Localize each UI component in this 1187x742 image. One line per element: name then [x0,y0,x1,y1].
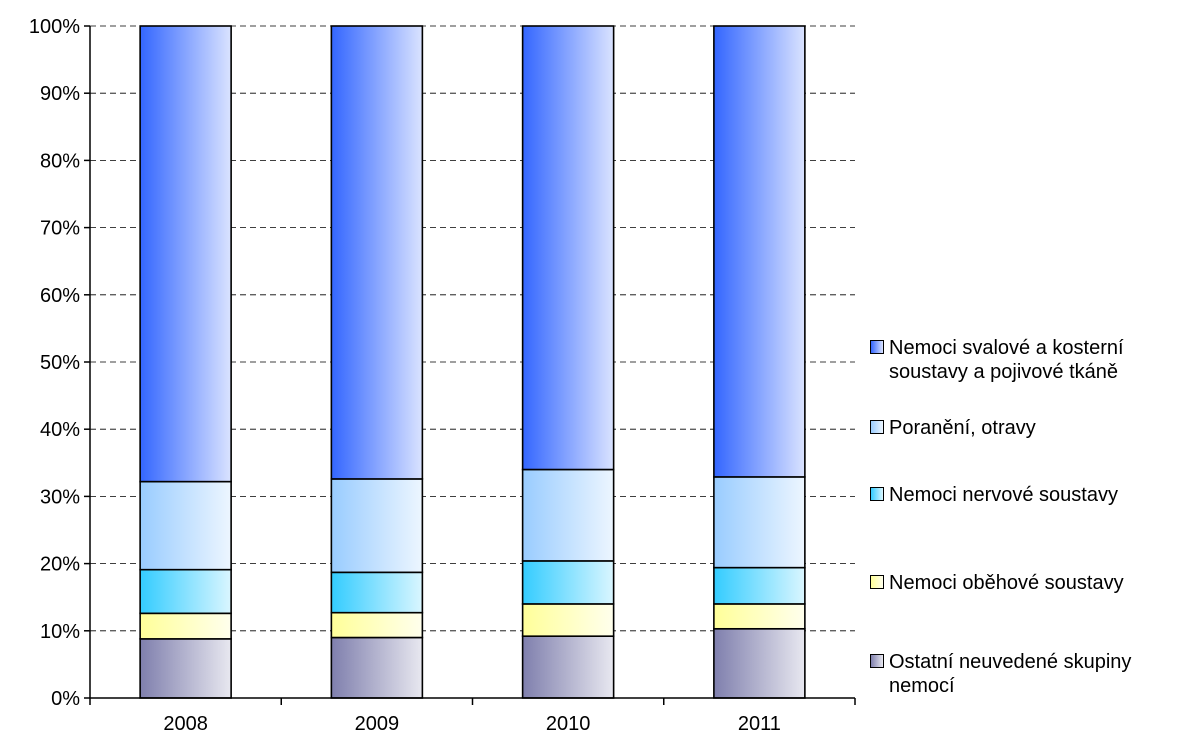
bar-segment [521,468,615,562]
legend-item-circulatory: Nemoci oběhové soustavy [870,571,1124,595]
legend-label: Nemoci nervové soustavy [889,484,1118,506]
x-tick-labels: 2008 2009 2010 2011 [89,698,856,735]
bar-segment [139,612,232,640]
legend-label: Poranění, otravy [889,417,1036,439]
y-tick-label: 70% [40,218,80,240]
bar-segment [521,25,615,471]
bars [139,25,806,699]
gridlines [84,25,855,699]
y-tick-label: 20% [40,554,80,576]
legend-swatch [870,575,884,589]
y-tick-label: 90% [40,83,80,105]
bar-segment [330,478,424,574]
y-tick-label: 30% [40,486,80,508]
legend-label: Nemoci svalové a kosterní soustavy a poj… [889,337,1124,383]
legend-swatch [870,420,884,434]
legend-label: Nemoci oběhové soustavy [889,572,1124,594]
x-tick-label: 2009 [355,713,400,735]
bar-segment [330,25,424,480]
bar-segment [713,603,806,630]
bar-segment [139,25,232,483]
legend-label: Ostatní neuvedené skupiny nemocí [889,651,1132,697]
bar-segment [139,480,232,571]
legend-item-nervous: Nemoci nervové soustavy [870,483,1118,507]
y-tick-label: 10% [40,621,80,643]
legend-swatch [870,487,884,501]
x-tick-label: 2010 [546,713,591,735]
bar-segment [713,476,806,569]
bar-segment [330,571,424,614]
bar-segment [139,568,232,615]
bar-segment [713,627,806,699]
bar-segment [139,638,232,699]
legend-item-musculoskeletal: Nemoci svalové a kosterní soustavy a poj… [870,336,1180,384]
legend-swatch [870,340,884,354]
bar-segment [330,636,424,699]
y-tick-label: 50% [40,352,80,374]
y-tick-label: 60% [40,285,80,307]
x-tick-label: 2011 [738,713,781,735]
x-tick-label: 2008 [163,713,208,735]
legend-item-other: Ostatní neuvedené skupiny nemocí [870,650,1180,698]
legend-item-injuries: Poranění, otravy [870,416,1036,440]
bar-segment [713,25,806,478]
bar-segment [330,611,424,639]
y-tick-label: 100% [29,16,80,38]
y-tick-label: 80% [40,150,80,172]
bar-segment [521,635,615,699]
y-tick-label: 40% [40,419,80,441]
y-tick-label: 0% [51,688,80,710]
bar-segment [713,566,806,605]
bar-segment [521,560,615,605]
legend-swatch [870,654,884,668]
y-tick-labels: 0% 10% 20% 30% 40% 50% 60% 70% 80% 90% 100% [29,16,80,710]
bar-segment [521,603,615,637]
